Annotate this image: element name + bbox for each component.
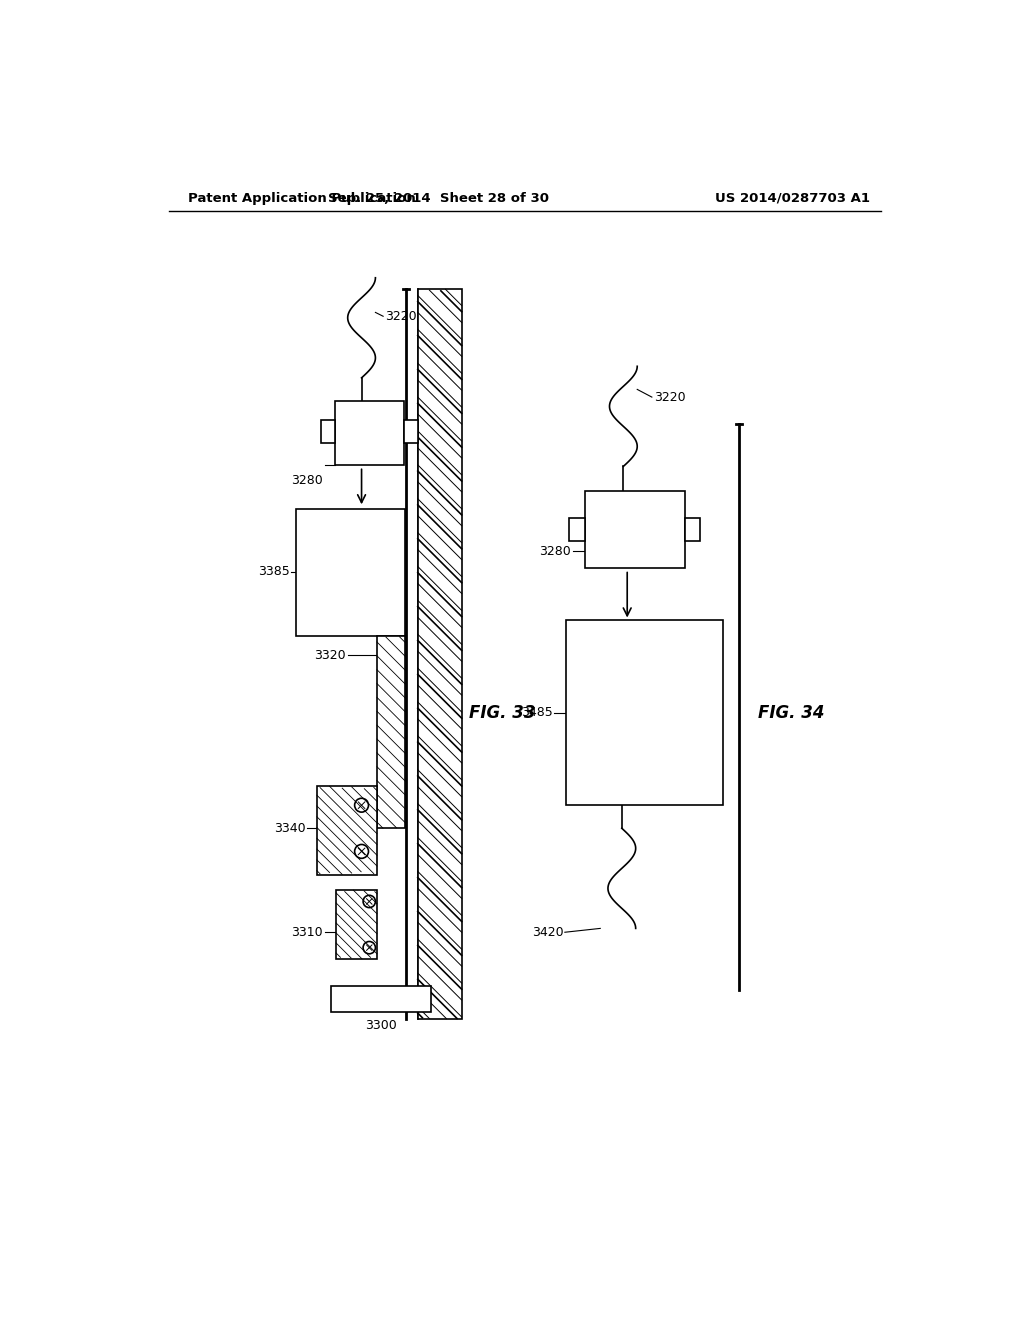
Text: FIG. 34: FIG. 34 xyxy=(758,704,824,722)
Bar xyxy=(569,517,585,541)
Bar xyxy=(585,491,685,568)
Text: 3320: 3320 xyxy=(314,648,346,661)
Bar xyxy=(335,401,403,465)
Bar xyxy=(336,890,377,960)
Text: FIG. 33: FIG. 33 xyxy=(469,704,536,722)
Text: 3385: 3385 xyxy=(258,565,290,578)
Text: Patent Application Publication: Patent Application Publication xyxy=(188,191,416,205)
Text: Sep. 25, 2014  Sheet 28 of 30: Sep. 25, 2014 Sheet 28 of 30 xyxy=(328,191,549,205)
Text: 3420: 3420 xyxy=(531,925,563,939)
Bar xyxy=(296,508,406,636)
Text: 3300: 3300 xyxy=(365,1019,396,1032)
Text: 3340: 3340 xyxy=(273,822,305,834)
Bar xyxy=(403,420,418,444)
Text: 3280: 3280 xyxy=(540,545,571,557)
Bar xyxy=(316,785,377,875)
Text: 3280: 3280 xyxy=(291,474,323,487)
Bar xyxy=(331,986,431,1011)
Text: 3485: 3485 xyxy=(521,706,553,719)
Text: US 2014/0287703 A1: US 2014/0287703 A1 xyxy=(715,191,869,205)
Bar xyxy=(685,517,700,541)
Text: 3220: 3220 xyxy=(654,391,686,404)
Bar xyxy=(565,620,724,805)
Bar xyxy=(377,636,406,829)
Text: 3310: 3310 xyxy=(292,925,323,939)
Bar xyxy=(321,420,335,444)
Text: 3220: 3220 xyxy=(385,310,417,323)
Bar xyxy=(418,289,462,1019)
